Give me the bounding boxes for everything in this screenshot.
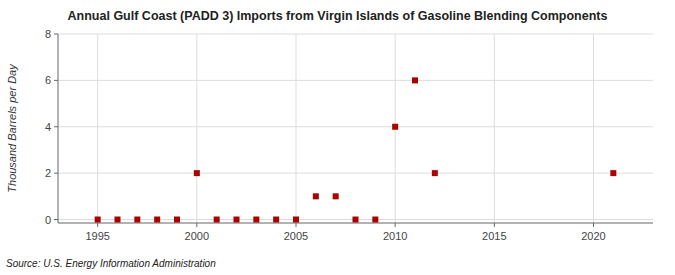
y-tick	[54, 173, 58, 174]
x-tick	[593, 223, 594, 227]
y-axis-label: Thousand Barrels per Day	[6, 63, 18, 193]
x-tick-label: 2005	[284, 230, 308, 242]
x-tick-label: 2000	[185, 230, 209, 242]
point	[412, 77, 418, 83]
point	[194, 170, 200, 176]
y-tick	[54, 34, 58, 35]
x-tick	[395, 223, 396, 227]
x-tick	[196, 223, 197, 227]
y-tick-label: 8	[45, 28, 51, 40]
point	[353, 217, 359, 223]
y-grid-line	[58, 173, 653, 174]
x-tick	[494, 223, 495, 227]
x-tick	[97, 223, 98, 227]
points	[95, 77, 617, 222]
point	[313, 193, 319, 199]
y-tick	[54, 80, 58, 81]
x-grid-line	[196, 34, 197, 223]
x-grid-line	[494, 34, 495, 223]
y-tick	[54, 126, 58, 127]
y-tick-label: 4	[45, 121, 51, 133]
point	[333, 193, 339, 199]
x-grid-line	[593, 34, 594, 223]
point	[115, 217, 121, 223]
point	[610, 170, 616, 176]
point	[95, 217, 101, 223]
point	[372, 217, 378, 223]
point	[273, 217, 279, 223]
x-tick-label: 2010	[383, 230, 407, 242]
source-note: Source: U.S. Energy Information Administ…	[6, 258, 216, 269]
y-tick-label: 6	[45, 74, 51, 86]
axes: 0 2 4 6 8 1995 2000 2005 2010 2015 2020	[45, 28, 653, 242]
point	[234, 217, 240, 223]
point	[154, 217, 160, 223]
x-tick-label: 2015	[482, 230, 506, 242]
point	[293, 217, 299, 223]
x-grid-line	[97, 34, 98, 223]
y-tick-label: 0	[45, 214, 51, 226]
y-axis-line	[58, 34, 59, 223]
x-tick-label: 1995	[85, 230, 109, 242]
point	[174, 217, 180, 223]
x-tick	[296, 223, 297, 227]
point	[134, 217, 140, 223]
grid	[58, 34, 653, 223]
x-axis-line	[58, 223, 653, 224]
x-tick-label: 2020	[581, 230, 605, 242]
chart: Annual Gulf Coast (PADD 3) Imports from …	[0, 0, 675, 275]
point	[214, 217, 220, 223]
title: Annual Gulf Coast (PADD 3) Imports from …	[68, 9, 608, 23]
y-tick-label: 2	[45, 167, 51, 179]
point	[432, 170, 438, 176]
y-grid-line	[58, 126, 653, 127]
y-grid-line	[58, 34, 653, 35]
y-grid-line	[58, 80, 653, 81]
x-grid-line	[296, 34, 297, 223]
y-tick	[54, 219, 58, 220]
point	[392, 124, 398, 130]
point	[253, 217, 259, 223]
